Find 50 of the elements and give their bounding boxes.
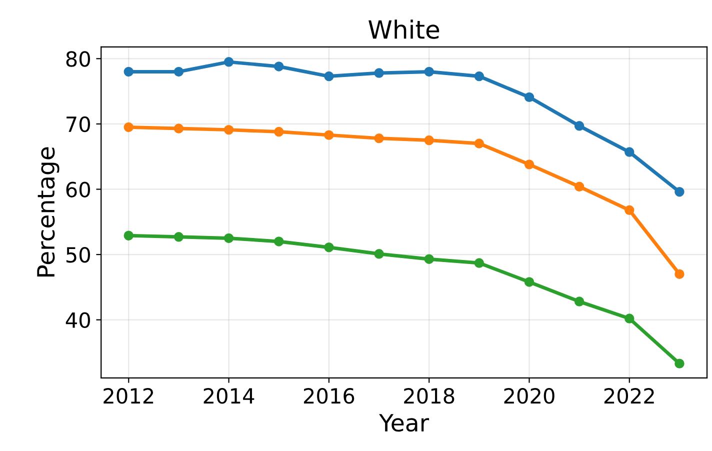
y-tick-label: 50 <box>66 246 90 263</box>
point <box>274 62 284 72</box>
point <box>674 269 684 279</box>
x-tick-label: 2022 <box>604 388 654 404</box>
point <box>174 66 184 77</box>
point <box>374 249 384 259</box>
y-tick-label: 70 <box>66 116 90 132</box>
point <box>624 205 634 215</box>
point <box>624 147 634 157</box>
point <box>324 71 334 82</box>
point <box>424 135 434 146</box>
y-axis-title: Percentage <box>37 147 60 277</box>
point <box>224 124 234 135</box>
point <box>524 160 534 170</box>
x-tick-label: 2014 <box>204 388 254 404</box>
point <box>474 138 484 148</box>
point <box>474 71 484 82</box>
point <box>624 314 634 324</box>
x-tick-label: 2012 <box>104 388 154 404</box>
point <box>374 68 384 78</box>
point <box>574 296 584 306</box>
point <box>274 126 284 137</box>
point <box>574 182 584 192</box>
point <box>324 242 334 252</box>
x-tick-label: 2016 <box>304 388 354 404</box>
y-tick-label: 80 <box>66 51 90 67</box>
y-tick-label: 40 <box>66 312 90 328</box>
y-tick-label: 60 <box>66 182 90 198</box>
point <box>674 186 684 197</box>
point <box>224 57 234 67</box>
chart-title: White <box>368 20 440 39</box>
point <box>424 254 434 264</box>
x-axis-title: Year <box>379 414 430 432</box>
point <box>274 236 284 246</box>
x-tick-label: 2020 <box>504 388 554 404</box>
point <box>424 66 434 77</box>
point <box>224 233 234 244</box>
x-tick-label: 2018 <box>404 388 454 404</box>
point <box>524 92 534 102</box>
point <box>674 358 684 368</box>
point <box>474 258 484 268</box>
point <box>324 130 334 140</box>
point <box>374 133 384 144</box>
point <box>174 232 184 242</box>
point <box>124 122 134 132</box>
point <box>124 230 134 240</box>
point <box>124 66 134 77</box>
point <box>174 124 184 134</box>
point <box>524 277 534 287</box>
point <box>574 121 584 131</box>
